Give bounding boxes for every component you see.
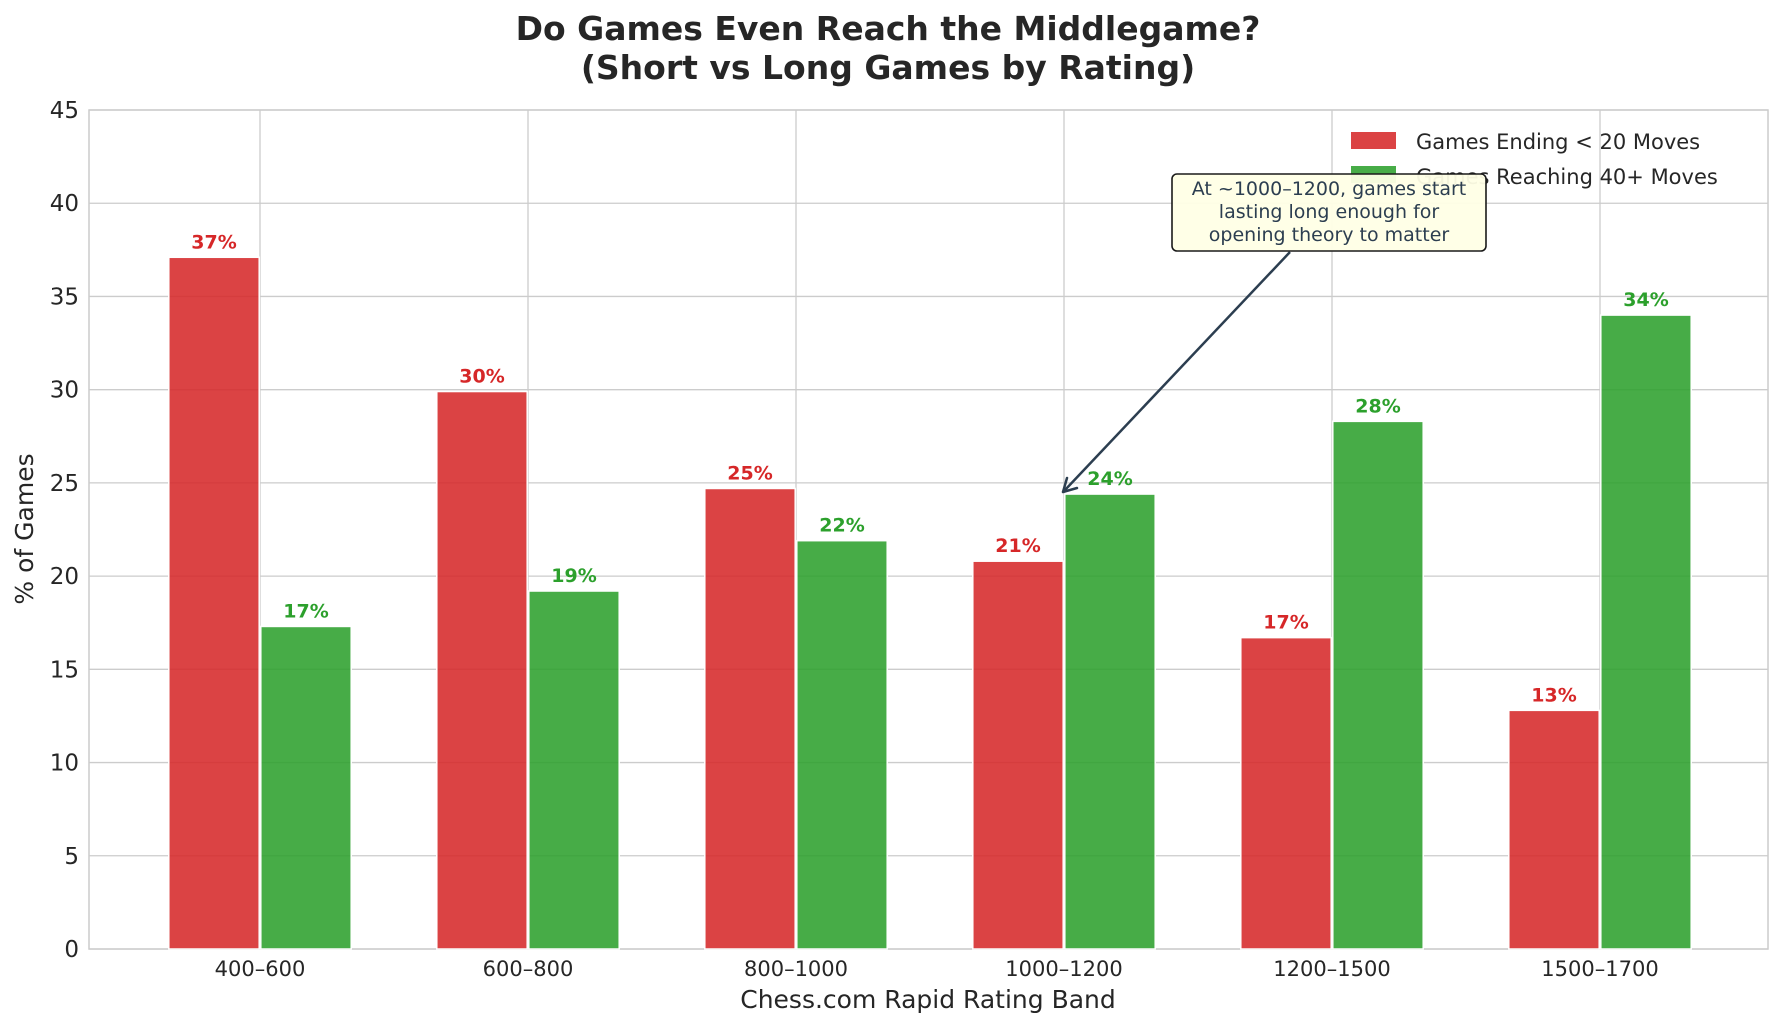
bar-short-games-0 (168, 256, 260, 950)
bar-label-short-games-3: 21% (995, 535, 1040, 557)
x-axis-ticks: 400–600 600–800 800–1000 1000–1200 1200–1500… (215, 957, 1659, 981)
annotation-line-2: lasting long enough for (1219, 201, 1440, 223)
bar-long-games-4 (1332, 420, 1424, 950)
annotation: At ~1000–1200, games start lasting long … (1061, 173, 1487, 494)
annotation-arrow (1064, 251, 1291, 491)
bar-short-games-5 (1508, 709, 1600, 950)
bar-label-long-games-3: 24% (1087, 468, 1132, 490)
bar-label-short-games-4: 17% (1263, 612, 1308, 634)
x-tick-label: 1200–1500 (1273, 957, 1390, 981)
bar-label-long-games-5: 34% (1623, 289, 1668, 311)
y-tick-label: 30 (50, 378, 79, 404)
bar-label-short-games-0: 37% (191, 231, 236, 253)
bar-short-games-3 (972, 560, 1064, 950)
bar-long-games-1 (528, 590, 620, 950)
legend-swatch-short-games (1351, 132, 1396, 149)
plot-area (88, 109, 1769, 950)
bars (168, 256, 1692, 950)
bar-long-games-5 (1600, 314, 1692, 950)
chart-title-line-1: Do Games Even Reach the Middlegame? (516, 9, 1261, 48)
bar-long-games-2 (796, 539, 888, 950)
x-tick-label: 1000–1200 (1005, 957, 1122, 981)
bar-label-short-games-1: 30% (459, 366, 504, 388)
bar-value-labels: 37% 30% 25% 21% 17% 13% 17% 19% 22% 24% 28% 34% (191, 231, 1668, 706)
bar-long-games-3 (1064, 493, 1156, 950)
bar-short-games-4 (1240, 636, 1332, 950)
bar-long-games-0 (260, 625, 352, 950)
bar-label-long-games-2: 22% (819, 515, 864, 537)
annotation-line-1: At ~1000–1200, games start (1192, 178, 1466, 200)
annotation-box (1171, 173, 1487, 252)
bar-short-games-2 (704, 487, 796, 950)
y-tick-label: 45 (50, 98, 79, 124)
bar-short-games-1 (436, 390, 528, 950)
legend-label-short-games: Games Ending < 20 Moves (1416, 130, 1700, 154)
bar-label-short-games-5: 13% (1531, 684, 1576, 706)
x-tick-label: 1500–1700 (1541, 957, 1658, 981)
y-tick-label: 0 (64, 937, 79, 963)
grid-lines (89, 109, 1768, 950)
x-tick-label: 600–800 (483, 957, 574, 981)
annotation-arrowhead (1061, 476, 1079, 494)
y-tick-label: 40 (50, 191, 79, 217)
y-axis-ticks: 0 5 10 15 20 25 30 35 40 45 (50, 98, 79, 963)
bar-label-long-games-0: 17% (283, 600, 328, 622)
bar-label-long-games-4: 28% (1355, 395, 1400, 417)
bar-label-long-games-1: 19% (551, 565, 596, 587)
y-tick-label: 25 (50, 471, 79, 497)
annotation-line-3: opening theory to matter (1209, 224, 1450, 246)
x-axis-label: Chess.com Rapid Rating Band (740, 985, 1116, 1014)
y-tick-label: 10 (50, 751, 79, 777)
x-tick-label: 800–1000 (744, 957, 848, 981)
y-tick-label: 20 (50, 564, 79, 590)
bar-label-short-games-2: 25% (727, 462, 772, 484)
chart-title-line-2: (Short vs Long Games by Rating) (581, 48, 1195, 87)
y-tick-label: 35 (50, 284, 79, 310)
x-tick-label: 400–600 (215, 957, 306, 981)
y-tick-label: 5 (64, 844, 79, 870)
y-tick-label: 15 (50, 657, 79, 683)
y-axis-label: % of Games (10, 453, 39, 604)
